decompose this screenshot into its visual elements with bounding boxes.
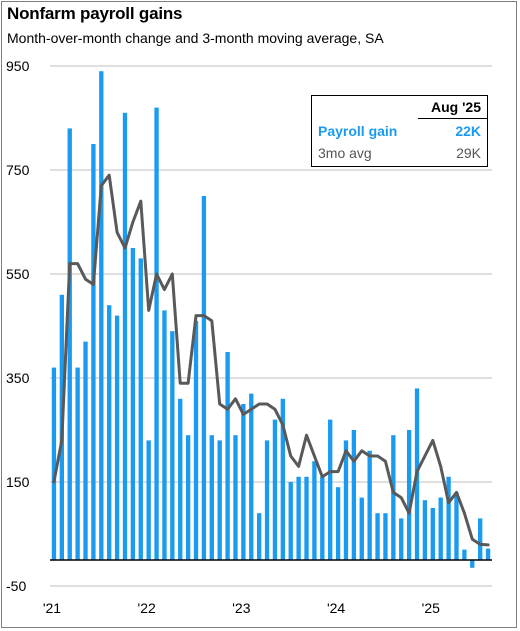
legend-value: 22K — [455, 123, 481, 139]
bar-payroll-gain — [406, 430, 412, 560]
bar-payroll-gain — [399, 518, 404, 560]
bar-payroll-gain — [335, 487, 341, 560]
bar-payroll-gain — [170, 331, 175, 560]
bar-payroll-gain — [320, 476, 325, 560]
tick-labels: -50 150 350 550 750 950 '21 '22 '23 '24 '25 — [6, 58, 440, 616]
bar-payroll-gain — [241, 404, 246, 560]
bar-payroll-gain — [217, 440, 222, 560]
bar-payroll-gain — [154, 107, 159, 560]
bar-payroll-gain — [296, 476, 301, 560]
y-tick-label: 950 — [6, 58, 30, 74]
bar-payroll-gain — [249, 393, 254, 560]
bar-payroll-gain — [280, 398, 286, 560]
bar-payroll-gain — [185, 435, 191, 560]
x-tick-label: '22 — [138, 600, 156, 616]
y-tick-label: 750 — [6, 162, 30, 178]
bar-payroll-gain — [162, 310, 167, 560]
bar-payroll-gain — [99, 71, 104, 560]
bar-payroll-gain — [75, 367, 80, 560]
bar-payroll-gain — [375, 513, 380, 560]
bar-payroll-gain — [138, 258, 143, 560]
bar-payroll-gain — [178, 398, 183, 560]
legend-value: 29K — [456, 145, 481, 161]
bar-payroll-gain — [83, 341, 88, 560]
y-tick-label: 150 — [6, 474, 30, 490]
bar-payroll-gain — [272, 419, 278, 560]
bar-payroll-gain — [477, 518, 483, 560]
bar-payroll-gain — [391, 435, 396, 560]
bar-payroll-gain — [304, 476, 309, 560]
bar-payroll-gain — [312, 461, 317, 560]
y-tick-label: 350 — [6, 370, 30, 386]
legend-row-avg: 3mo avg 29K — [318, 145, 481, 165]
bar-payroll-gain — [256, 513, 262, 560]
chart-title: Nonfarm payroll gains — [7, 4, 183, 23]
legend-header-rule — [418, 118, 487, 119]
bar-payroll-gain — [430, 508, 435, 560]
bar-payroll-gain — [209, 435, 214, 560]
bar-payroll-gain — [193, 320, 199, 560]
bar-payroll-gain — [446, 476, 451, 560]
bar-payroll-gain — [201, 196, 207, 560]
bar-series — [51, 71, 491, 568]
bar-payroll-gain — [107, 305, 112, 560]
bar-payroll-gain — [422, 500, 428, 560]
y-tick-label: 550 — [6, 266, 30, 282]
legend-label: 3mo avg — [318, 145, 372, 161]
bar-payroll-gain — [288, 482, 293, 560]
legend-header: Aug '25 — [430, 99, 481, 115]
chart-subtitle: Month-over-month change and 3-month movi… — [7, 30, 384, 46]
bar-payroll-gain — [454, 492, 459, 560]
bar-payroll-gain — [233, 435, 238, 560]
moving-average-series — [52, 173, 490, 547]
bar-payroll-gain — [146, 440, 151, 560]
y-tick-label: -50 — [6, 578, 26, 594]
x-tick-label: '25 — [422, 600, 440, 616]
legend: Aug '25 Payroll gain 22K 3mo avg 29K — [311, 95, 488, 167]
legend-row-payroll: Payroll gain 22K — [318, 123, 481, 143]
x-tick-label: '24 — [327, 600, 345, 616]
bar-payroll-gain — [122, 112, 128, 561]
bar-payroll-gain — [343, 440, 349, 560]
bar-payroll-gain — [438, 497, 443, 560]
bar-payroll-gain — [351, 430, 357, 560]
bar-payroll-gain — [383, 513, 388, 560]
legend-label: Payroll gain — [318, 123, 398, 139]
bar-payroll-gain — [225, 352, 230, 560]
bar-payroll-gain — [470, 560, 475, 568]
bar-payroll-gain — [114, 315, 120, 560]
bar-payroll-gain — [359, 497, 364, 560]
bar-payroll-gain — [367, 450, 372, 560]
bar-payroll-gain — [485, 548, 491, 560]
bar-payroll-gain — [51, 367, 57, 560]
bar-payroll-gain — [328, 419, 333, 560]
bar-payroll-gain — [91, 144, 96, 560]
bar-payroll-gain — [264, 440, 270, 560]
bar-payroll-gain — [462, 549, 467, 560]
bar-payroll-gain — [67, 128, 72, 560]
bar-payroll-gain — [130, 248, 136, 560]
x-tick-label: '21 — [43, 600, 61, 616]
x-tick-label: '23 — [232, 600, 250, 616]
line-3mo-avg — [52, 173, 490, 547]
